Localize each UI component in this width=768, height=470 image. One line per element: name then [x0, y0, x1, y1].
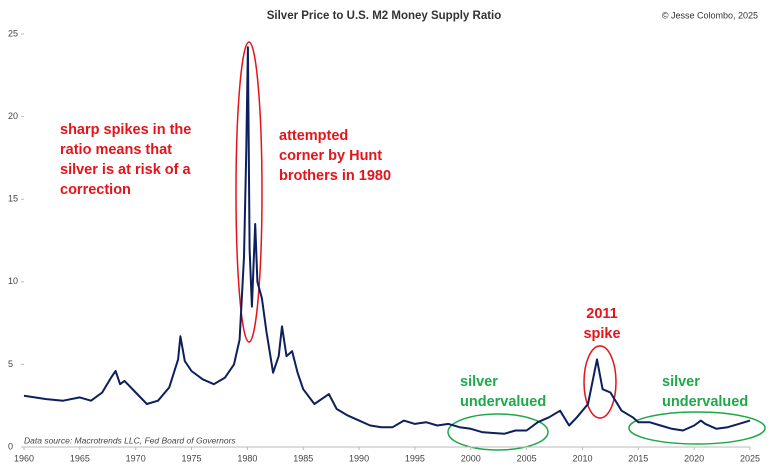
highlight-ellipse — [235, 41, 263, 343]
annotation: undervalued — [460, 394, 546, 410]
source-note: Data source: Macrotrends LLC, Fed Board … — [24, 435, 236, 445]
annotation: attempted — [279, 128, 348, 144]
x-tick-label: 1990 — [349, 453, 369, 463]
x-tick-label: 1995 — [405, 453, 425, 463]
y-tick-label: 20 — [8, 111, 18, 121]
x-tick-label: 1960 — [14, 453, 34, 463]
x-tick-label: 1965 — [70, 453, 90, 463]
x-tick-label: 1980 — [237, 453, 257, 463]
x-tick-label: 2025 — [740, 453, 760, 463]
x-tick-label: 2000 — [461, 453, 481, 463]
highlight-ellipse — [628, 411, 766, 445]
annotation: undervalued — [662, 394, 748, 410]
annotation: corner by Hunt — [279, 148, 382, 164]
y-tick-label: 10 — [8, 276, 18, 286]
annotation: spike — [583, 326, 620, 342]
annotation: brothers in 1980 — [279, 168, 391, 184]
x-tick-label: 2020 — [684, 453, 704, 463]
data-line — [23, 46, 751, 435]
y-tick-label: 15 — [8, 194, 18, 204]
y-tick-label: 5 — [8, 359, 13, 369]
annotation: sharp spikes in the — [60, 122, 191, 138]
annotation: correction — [60, 182, 131, 198]
annotation: silver is at risk of a — [60, 162, 192, 178]
annotation: 2011 — [586, 306, 617, 322]
annotation: silver — [460, 374, 498, 390]
x-tick-label: 1975 — [182, 453, 202, 463]
y-tick-label: 0 — [8, 441, 13, 451]
highlight-ellipse — [583, 345, 617, 419]
x-tick-label: 2015 — [628, 453, 648, 463]
annotation: ratio means that — [60, 142, 172, 158]
credit: © Jesse Colombo, 2025 — [662, 10, 758, 20]
x-tick-label: 2010 — [572, 453, 592, 463]
y-tick-label: 25 — [8, 28, 18, 38]
x-tick-label: 1970 — [126, 453, 146, 463]
annotation: silver — [662, 374, 700, 390]
x-tick-label: 2005 — [517, 453, 537, 463]
highlight-ellipse — [447, 413, 549, 451]
x-tick-label: 1985 — [293, 453, 313, 463]
highlights — [235, 41, 766, 451]
chart-title: Silver Price to U.S. M2 Money Supply Rat… — [267, 10, 502, 22]
